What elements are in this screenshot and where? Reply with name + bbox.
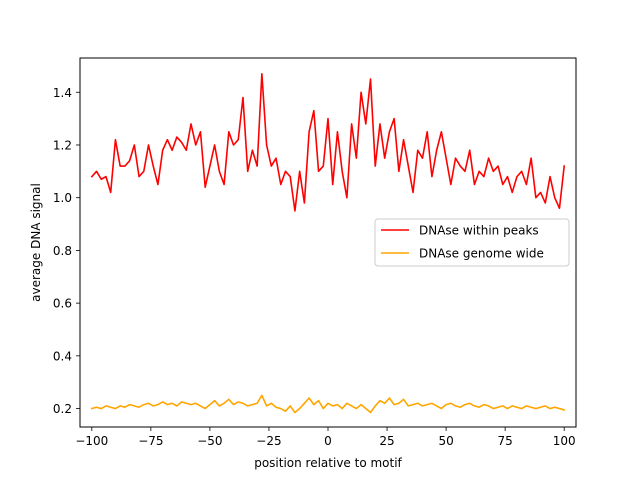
series-layer [90, 73, 566, 414]
legend-label-dnase-genome-wide: DNAse genome wide [419, 247, 544, 261]
y-tick-label: 0.8 [53, 244, 72, 258]
x-tick-label: 75 [498, 434, 513, 448]
legend-label-dnase-within-peaks: DNAse within peaks [419, 224, 539, 238]
y-tick-label: 1.4 [53, 86, 72, 100]
y-tick-label: 0.2 [53, 402, 72, 416]
x-tick-label: −100 [75, 434, 108, 448]
y-tick-label: 0.6 [53, 297, 72, 311]
x-axis-ticks: −100 −75 −50 −25 0 25 50 75 100 [75, 427, 576, 448]
y-tick-label: 1.0 [53, 191, 72, 205]
legend: DNAse within peaks DNAse genome wide [374, 218, 570, 267]
series-line-dnase-within-peaks [90, 73, 566, 212]
x-tick-label: 25 [379, 434, 394, 448]
y-axis-ticks: 0.2 0.4 0.6 0.8 1.0 1.2 1.4 [53, 86, 80, 416]
x-tick-label: −75 [138, 434, 163, 448]
x-tick-label: 100 [553, 434, 576, 448]
y-tick-label: 0.4 [53, 349, 72, 363]
x-tick-label: 50 [438, 434, 453, 448]
x-tick-label: −50 [197, 434, 222, 448]
y-tick-label: 1.2 [53, 138, 72, 152]
series-line-dnase-genome-wide [90, 394, 566, 414]
x-tick-label: 0 [324, 434, 332, 448]
y-axis-label: average DNA signal [29, 183, 43, 302]
legend-box [374, 218, 570, 267]
x-axis-label: position relative to motif [254, 456, 402, 470]
axes-frame [79, 57, 577, 428]
x-tick-label: −25 [256, 434, 281, 448]
